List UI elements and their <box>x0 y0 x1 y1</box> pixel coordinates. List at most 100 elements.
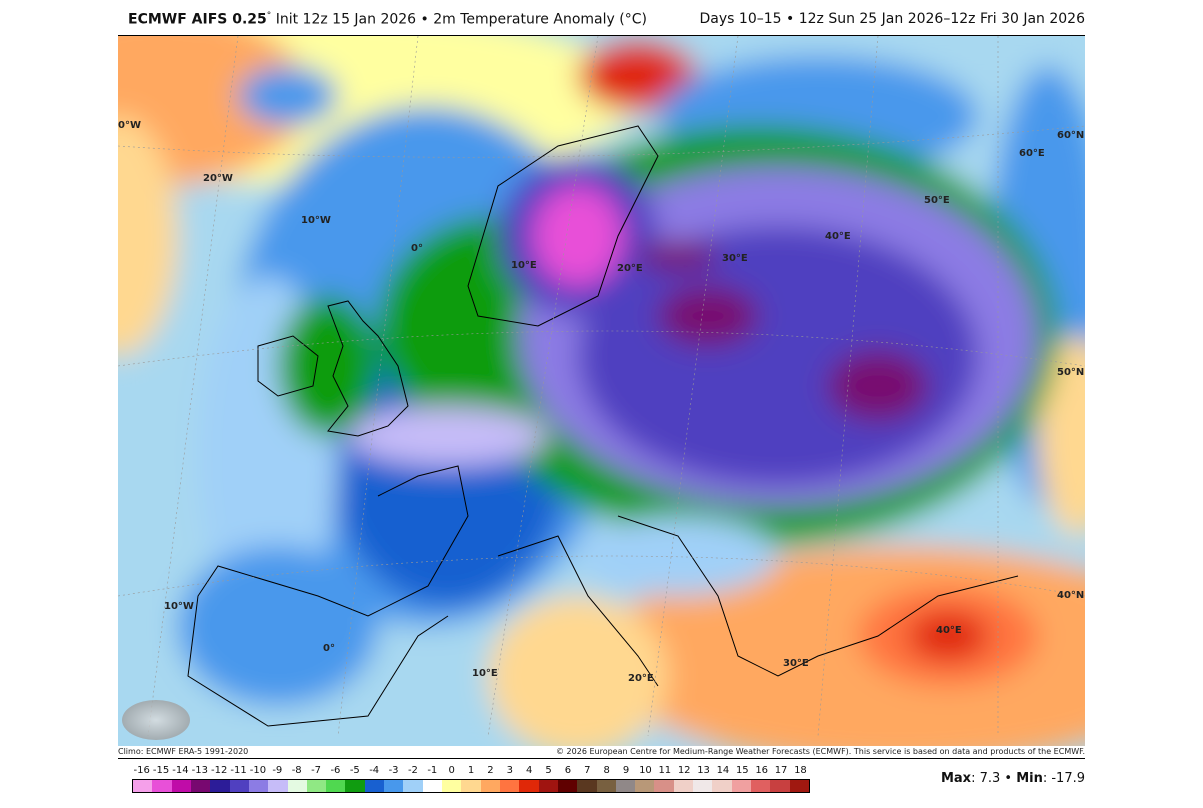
max-min-readout: Max: 7.3 • Min: -17.9 <box>941 771 1085 786</box>
colorbar-tick-label: 11 <box>658 765 672 776</box>
colorbar-swatch <box>403 780 423 792</box>
colorbar-tick-label: -8 <box>291 765 302 776</box>
graticule-label: 40°N <box>1057 590 1085 601</box>
colorbar-tick-label: 12 <box>677 765 691 776</box>
colorbar-tick-label: -4 <box>369 765 380 776</box>
colorbar-swatch <box>364 780 385 792</box>
colorbar-tick-label: 15 <box>735 765 749 776</box>
colorbar-tick-label: 4 <box>526 765 533 776</box>
colorbar-tick-label: -1 <box>427 765 438 776</box>
graticule-label: 40°E <box>825 231 851 242</box>
colorbar-swatch <box>538 780 558 792</box>
min-label: Min <box>1016 771 1043 786</box>
colorbar-swatch <box>152 780 172 792</box>
graticule-label: 50°E <box>924 195 950 206</box>
graticule-label: 0°W <box>118 120 141 131</box>
colorbar-swatch <box>461 780 481 792</box>
colorbar-swatch <box>712 780 732 792</box>
colorbar-tick-label: -14 <box>172 765 189 776</box>
colorbar-swatch <box>133 780 153 792</box>
graticule-label: 60°N <box>1057 130 1085 141</box>
colorbar-swatch <box>596 780 616 792</box>
colorbar-tick-label: 3 <box>506 765 513 776</box>
colorbar-swatch <box>751 780 771 792</box>
colorbar-tick-label: -12 <box>211 765 228 776</box>
graticule-label: 10°W <box>164 601 194 612</box>
colorbar-tick-label: 5 <box>545 765 552 776</box>
graticule-label: 40°E <box>936 625 962 636</box>
colorbar-tick-label: 18 <box>794 765 807 776</box>
colorbar-tick-label: 1 <box>467 765 475 776</box>
max-value: : 7.3 • <box>971 771 1017 786</box>
colorbar-swatch <box>190 780 211 792</box>
model-name: ECMWF AIFS 0.25 <box>128 11 267 28</box>
graticule-label: 30°E <box>783 658 809 669</box>
graticule-label: 10°E <box>472 668 498 679</box>
min-value: : -17.9 <box>1042 771 1085 786</box>
anomaly-field <box>118 36 1085 746</box>
weatherbell-logo <box>122 700 190 740</box>
divider <box>118 758 1085 759</box>
colorbar-tick-label: 9 <box>622 765 630 776</box>
colorbar-tick-label: 2 <box>487 765 494 776</box>
colorbar-swatch <box>635 780 655 792</box>
colorbar-tick-label: 10 <box>639 765 652 776</box>
colorbar-swatch <box>731 780 751 792</box>
colorbar-swatch <box>519 780 539 792</box>
colorbar-swatch <box>499 780 520 792</box>
max-label: Max <box>940 771 972 786</box>
colorbar-tick-label: -7 <box>311 765 322 776</box>
colorbar-swatch <box>384 780 404 792</box>
graticule-label: 30°E <box>722 253 748 264</box>
colorbar-swatch <box>673 780 694 792</box>
graticule-label: 50°N <box>1057 367 1085 378</box>
colorbar-swatch <box>770 780 790 792</box>
coastlines <box>187 125 1019 727</box>
colorbar-swatch <box>615 780 636 792</box>
colorbar-swatch <box>210 780 230 792</box>
colorbar <box>132 779 810 793</box>
graticule-label: 0° <box>411 243 423 254</box>
init-and-variable: Init 12z 15 Jan 2026 • 2m Temperature An… <box>271 11 647 28</box>
colorbar-swatch <box>480 780 500 792</box>
colorbar-tick-label: 14 <box>716 765 730 776</box>
colorbar-swatch <box>422 780 442 792</box>
colorbar-swatch <box>171 780 191 792</box>
colorbar-tick-label: -5 <box>349 765 360 776</box>
colorbar-tick-label: 0 <box>448 765 455 776</box>
colorbar-tick-label: -13 <box>191 765 208 776</box>
colorbar-swatch <box>442 780 462 792</box>
map-title: ECMWF AIFS 0.25° Init 12z 15 Jan 2026 • … <box>128 11 647 28</box>
graticule-label: 20°E <box>628 673 654 684</box>
colorbar-swatch <box>557 780 578 792</box>
graticule-label: 60°E <box>1019 148 1045 159</box>
colorbar-swatch <box>248 780 269 792</box>
colorbar-tick-label: -10 <box>249 765 267 776</box>
colorbar-swatch <box>345 780 365 792</box>
degree-symbol: ° <box>266 11 272 21</box>
colorbar-tick-label: -11 <box>230 765 247 776</box>
valid-period: Days 10–15 • 12z Sun 25 Jan 2026–12z Fri… <box>699 11 1085 27</box>
colorbar-labels: -16 -15 -14 -13 -12 -11 -10 -9 -8 -7 -6 -5 -4 -3 -2 -1 0… <box>132 765 810 777</box>
graticule-label: 0° <box>323 643 335 654</box>
colorbar-swatch <box>577 780 597 792</box>
copyright-note: © 2026 European Centre for Medium-Range … <box>556 747 1085 756</box>
graticule-label: 10°E <box>511 260 537 271</box>
colorbar-tick-label: -15 <box>152 765 170 776</box>
colorbar-tick-label: 7 <box>584 765 591 776</box>
graticule-label: 10°W <box>301 215 331 226</box>
colorbar-tick-label: 17 <box>774 765 788 776</box>
colorbar-swatch <box>229 780 249 792</box>
colorbar-tick-label: -3 <box>388 765 399 776</box>
graticule-label: 20°W <box>203 173 233 184</box>
colorbar-swatch <box>789 780 809 792</box>
anomaly-map: 0°W 20°W 10°W 0° 10°E 20°E 30°E 40°E 50°… <box>118 35 1085 746</box>
colorbar-tick-label: 6 <box>564 765 572 776</box>
colorbar-swatch <box>326 780 346 792</box>
colorbar-swatch <box>287 780 307 792</box>
graticule-label: 20°E <box>617 263 643 274</box>
colorbar-tick-label: -6 <box>330 765 341 776</box>
colorbar-tick-label: -16 <box>133 765 150 776</box>
colorbar-swatch <box>693 780 713 792</box>
colorbar-swatch <box>654 780 674 792</box>
